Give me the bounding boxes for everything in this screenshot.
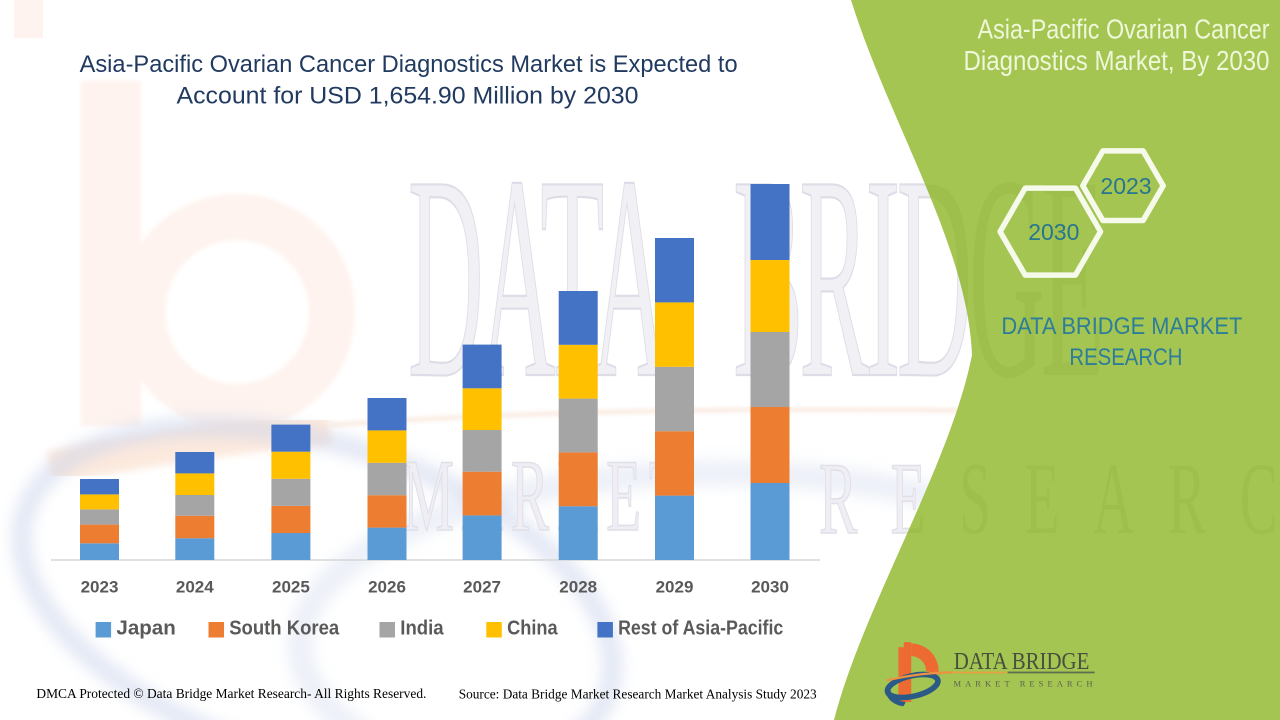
svg-text:Source: Data Bridge Market Res: Source: Data Bridge Market Research Mark…: [459, 686, 817, 701]
svg-text:2030: 2030: [1028, 219, 1079, 245]
svg-text:2028: 2028: [559, 577, 597, 596]
svg-text:2025: 2025: [272, 577, 310, 596]
svg-text:Diagnostics Market, By 2030: Diagnostics Market, By 2030: [964, 45, 1270, 76]
svg-text:DATA BRIDGE: DATA BRIDGE: [954, 647, 1090, 674]
svg-text:South Korea: South Korea: [229, 616, 340, 639]
svg-text:2023: 2023: [81, 577, 119, 596]
svg-text:Asia-Pacific Ovarian Cancer Di: Asia-Pacific Ovarian Cancer Diagnostics …: [80, 51, 738, 78]
svg-text:Rest of Asia-Pacific: Rest of Asia-Pacific: [618, 616, 783, 639]
svg-text:Asia-Pacific Ovarian Cancer: Asia-Pacific Ovarian Cancer: [978, 13, 1270, 44]
svg-text:DMCA Protected © Data Bridge M: DMCA Protected © Data Bridge Market Rese…: [36, 686, 426, 701]
svg-text:2030: 2030: [751, 577, 789, 596]
svg-text:2026: 2026: [368, 577, 406, 596]
svg-text:2029: 2029: [656, 577, 694, 596]
svg-text:MARKET RESEARCH: MARKET RESEARCH: [954, 678, 1097, 688]
svg-text:Japan: Japan: [116, 616, 175, 639]
svg-text:2027: 2027: [463, 577, 501, 596]
svg-text:MARKET: MARKET: [403, 440, 692, 554]
svg-text:DATA BRIDGE MARKET: DATA BRIDGE MARKET: [1001, 313, 1242, 340]
svg-text:Account for USD 1,654.90 Milli: Account for USD 1,654.90 Million by 2030: [177, 82, 639, 109]
svg-text:RESEARCH: RESEARCH: [1069, 344, 1182, 371]
svg-text:China: China: [507, 616, 558, 639]
svg-text:2024: 2024: [176, 577, 214, 596]
svg-text:2023: 2023: [1100, 173, 1151, 199]
svg-text:India: India: [400, 616, 444, 639]
